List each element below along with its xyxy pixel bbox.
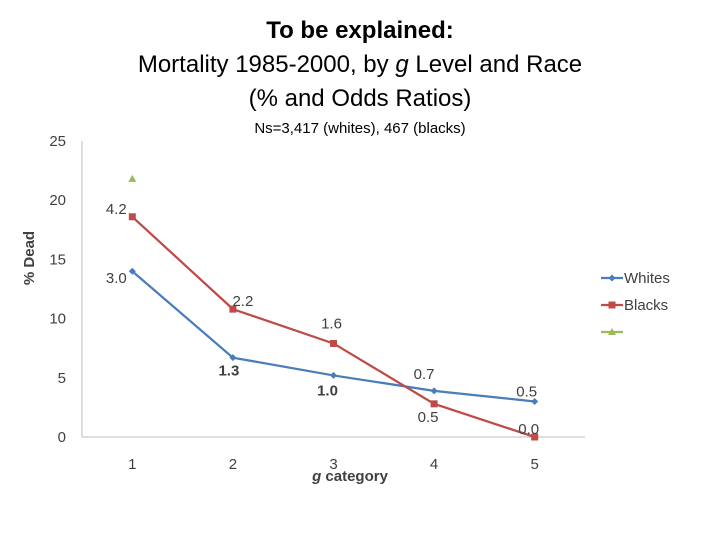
blacks-point [229,305,237,313]
series-layer [128,174,539,441]
x-tick-label: 3 [329,456,337,473]
y-tick-label: 5 [58,370,66,387]
blacks-odds-ratio-label: 0.0 [518,421,539,438]
y-tick-label: 25 [49,133,66,150]
title-line-1: To be explained: [266,17,454,44]
x-tick-label: 4 [430,456,438,473]
title-line-2-g: g [395,51,409,78]
whites-point [531,397,539,405]
blacks-odds-ratio-label: 0.5 [418,409,439,426]
chart-subtitle: Ns=3,417 (whites), 467 (blacks) [254,120,466,137]
title-line-2-pre: Mortality 1985-2000, by [137,51,396,78]
legend-whites-marker [608,274,616,282]
blacks-point [531,433,539,441]
whites-point [430,387,438,395]
blacks-odds-ratio-label: 4.2 [106,201,127,218]
whites-odds-ratio-label: 1.0 [317,382,338,399]
blacks-odds-ratio-label: 1.6 [321,315,342,332]
x-tick-label: 2 [229,456,237,473]
legend-blacks-label: Blacks [624,297,668,314]
y-tick-label: 20 [49,192,66,209]
y-tick-label: 15 [49,251,66,268]
legend-whites-label: Whites [624,270,670,287]
x-tick-label: 1 [128,456,136,473]
legend-blacks-marker [608,301,616,309]
whites-odds-ratio-label: 1.3 [218,363,239,380]
whites-odds-ratio-label: 0.5 [516,383,537,400]
blacks-point [128,213,136,221]
plot-frame [81,141,585,438]
blacks-point [430,400,438,408]
whites-odds-ratio-label: 0.7 [414,366,435,383]
whites-point [128,267,136,275]
x-axis-label-rest: category [321,468,388,485]
y-axis-ticks: 0 5 10 15 20 25 [49,133,66,446]
blacks-point [330,339,337,347]
whites-odds-ratio-label: 3.0 [106,270,127,287]
x-axis-label: g category [311,468,389,485]
title-block: To be explained: Mortality 1985-2000, by… [0,14,720,116]
y-tick-label: 0 [58,429,66,446]
legend: Whites Blacks [601,270,670,335]
title-line-2: Mortality 1985-2000, by g Level and Race [0,48,720,82]
title-line-3: (% and Odds Ratios) [248,85,472,112]
title-line-2-post: Level and Race [408,51,583,78]
series-3-point [128,174,137,182]
whites-point [330,371,337,379]
legend-series-3-marker [608,328,616,335]
x-axis-label-g: g [311,468,321,485]
y-axis-label: % Dead [21,231,38,285]
x-tick-label: 5 [531,456,539,473]
whites-point [229,354,237,362]
y-tick-label: 10 [49,311,66,328]
x-axis-ticks: 1 2 3 4 5 [128,456,539,473]
data-label-layer: 3.0 1.3 1.0 0.7 0.5 4.2 2.2 1.6 0.5 0.0 [106,201,539,438]
blacks-odds-ratio-label: 2.2 [232,293,253,310]
